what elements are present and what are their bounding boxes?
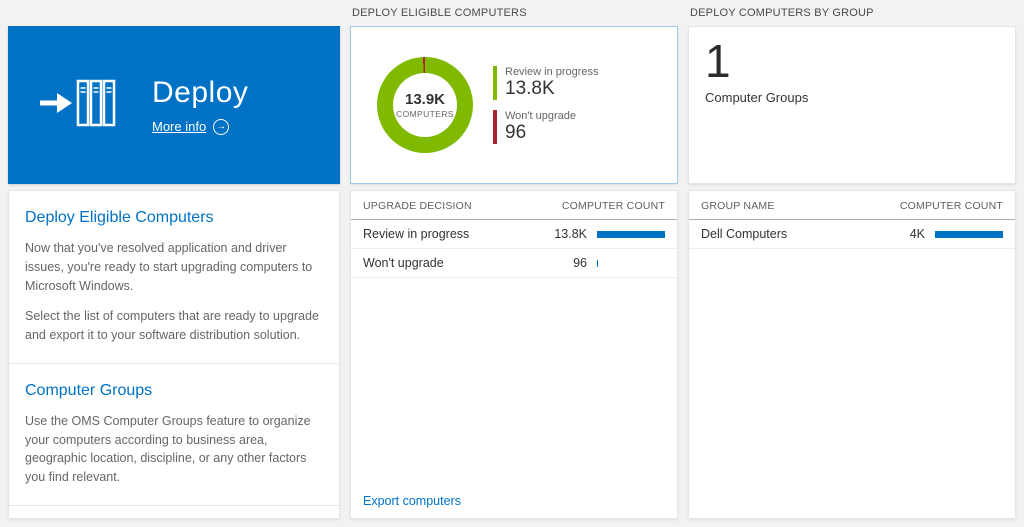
section-deploy-eligible: Deploy Eligible Computers Now that you'v… bbox=[9, 191, 339, 363]
row-label: Dell Computers bbox=[701, 227, 788, 241]
divider bbox=[9, 362, 339, 364]
value-bar bbox=[597, 230, 665, 238]
column-eligible-computers: DEPLOY ELIGIBLE COMPUTERS 13.9K COMPUTER… bbox=[350, 4, 678, 519]
arrow-right-circle-icon: → bbox=[213, 118, 230, 135]
column-header-upgrade-decision: UPGRADE DECISION bbox=[363, 200, 472, 212]
column-header-spacer bbox=[8, 4, 340, 22]
section-heading-deploy-eligible: Deploy Eligible Computers bbox=[25, 209, 214, 226]
section-computer-groups: Computer Groups Use the OMS Computer Gro… bbox=[9, 364, 339, 505]
legend-swatch-green bbox=[493, 66, 497, 100]
group-table-panel: GROUP NAME COMPUTER COUNT Dell Computers… bbox=[688, 190, 1016, 519]
eligible-computers-header: DEPLOY ELIGIBLE COMPUTERS bbox=[352, 7, 527, 19]
donut-legend: Review in progress 13.8K Won't upgrade 9… bbox=[493, 66, 599, 144]
eligible-computers-donut-card[interactable]: 13.9K COMPUTERS Review in progress 13.8K… bbox=[350, 26, 678, 184]
legend-value: 96 bbox=[505, 122, 527, 143]
row-label: Review in progress bbox=[363, 227, 470, 241]
legend-label: Review in progress bbox=[505, 66, 599, 79]
deploy-tile-text: Deploy More info → bbox=[152, 76, 248, 135]
section-paragraph-2: Select the list of computers that are re… bbox=[25, 309, 319, 342]
table-row-wont-upgrade[interactable]: Won't upgrade 96 bbox=[351, 249, 677, 278]
row-value: 96 bbox=[573, 256, 587, 270]
divider bbox=[9, 504, 339, 506]
section-paragraph-3: Use the OMS Computer Groups feature to o… bbox=[25, 413, 311, 484]
export-computers-link[interactable]: Export computers bbox=[363, 494, 461, 508]
row-bar-track bbox=[935, 230, 1003, 238]
deploy-tile[interactable]: Deploy More info → bbox=[8, 26, 340, 184]
computers-by-group-header: DEPLOY COMPUTERS BY GROUP bbox=[690, 7, 874, 19]
column-header-group-name: GROUP NAME bbox=[701, 200, 775, 212]
legend-swatch-red bbox=[493, 110, 497, 144]
legend-value: 13.8K bbox=[505, 78, 555, 100]
table-row-review-in-progress[interactable]: Review in progress 13.8K bbox=[351, 220, 677, 249]
computer-groups-summary-card[interactable]: 1 Computer Groups bbox=[688, 26, 1016, 184]
row-label: Won't upgrade bbox=[363, 256, 444, 270]
deploy-books-icon bbox=[38, 72, 116, 139]
donut-center: 13.9K COMPUTERS bbox=[393, 73, 457, 137]
section-paragraph-1: Now that you've resolved application and… bbox=[25, 241, 313, 293]
upgrade-decision-table-panel: UPGRADE DECISION COMPUTER COUNT Review i… bbox=[350, 190, 678, 519]
more-info-label: More info bbox=[152, 119, 207, 134]
row-bar-track bbox=[597, 230, 665, 238]
section-heading-computer-groups: Computer Groups bbox=[25, 381, 153, 399]
donut-center-label: COMPUTERS bbox=[396, 109, 454, 119]
value-bar bbox=[597, 259, 599, 267]
column-header-computer-count: COMPUTER COUNT bbox=[561, 200, 665, 212]
legend-text: Review in progress 13.8K bbox=[505, 66, 599, 100]
row-bar-track bbox=[597, 259, 665, 267]
deploy-tile-title: Deploy bbox=[152, 75, 249, 109]
donut-center-value: 13.9K bbox=[404, 91, 446, 108]
row-value: 4K bbox=[909, 227, 925, 241]
table-header-row: UPGRADE DECISION COMPUTER COUNT bbox=[351, 191, 677, 220]
legend-text: Won't upgrade 96 bbox=[505, 110, 576, 144]
row-value: 13.8K bbox=[554, 227, 587, 241]
legend-item-wont-upgrade: Won't upgrade 96 bbox=[493, 110, 599, 144]
computer-groups-label: Computer Groups bbox=[705, 89, 809, 105]
more-info-link[interactable]: More info → bbox=[152, 118, 248, 135]
computer-groups-count: 1 bbox=[705, 35, 731, 87]
legend-label: Won't upgrade bbox=[505, 110, 577, 122]
description-panel: Deploy Eligible Computers Now that you'v… bbox=[8, 190, 340, 519]
legend-item-review-in-progress: Review in progress 13.8K bbox=[493, 66, 599, 100]
table-header-row: GROUP NAME COMPUTER COUNT bbox=[689, 191, 1015, 220]
column-computers-by-group: DEPLOY COMPUTERS BY GROUP 1 Computer Gro… bbox=[688, 4, 1016, 519]
column-overview: Deploy More info → Deploy Eligible Compu… bbox=[8, 4, 340, 519]
table-row-dell-computers[interactable]: Dell Computers 4K bbox=[689, 220, 1015, 249]
column-header-computer-count: COMPUTER COUNT bbox=[899, 200, 1003, 212]
value-bar bbox=[935, 230, 1003, 238]
donut-chart: 13.9K COMPUTERS bbox=[377, 57, 473, 153]
